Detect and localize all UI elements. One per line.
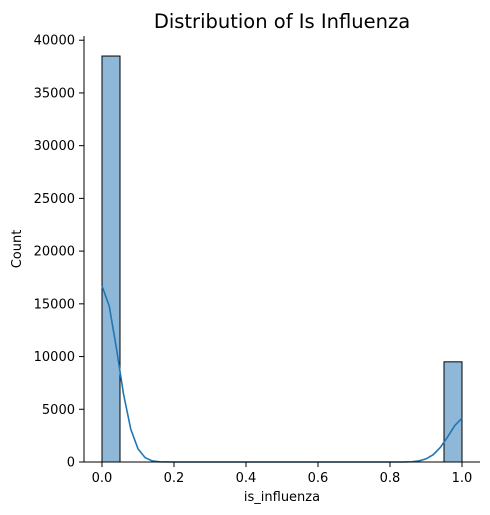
x-tick-label: 0.0 bbox=[92, 471, 113, 486]
y-tick-label: 30000 bbox=[34, 139, 75, 154]
y-tick-label: 15000 bbox=[34, 297, 75, 312]
histogram-bar-1 bbox=[443, 361, 463, 463]
y-axis-ticks: 0 5000 10000 15000 20000 25000 30000 35000 40000 bbox=[34, 34, 84, 471]
y-tick-label: 10000 bbox=[34, 350, 75, 365]
x-tick-label: 0.6 bbox=[308, 471, 329, 486]
chart-title: Distribution of Is Influenza bbox=[154, 10, 410, 33]
histogram-bar-0 bbox=[101, 55, 121, 463]
x-tick-label: 0.8 bbox=[380, 471, 401, 486]
x-tick-label: 0.2 bbox=[164, 471, 185, 486]
kde-group bbox=[101, 285, 463, 463]
kde-line bbox=[101, 285, 463, 463]
y-tick-label: 20000 bbox=[34, 245, 75, 260]
y-tick-label: 40000 bbox=[34, 34, 75, 49]
y-tick-label: 25000 bbox=[34, 192, 75, 207]
y-axis-label: Count bbox=[10, 230, 25, 269]
x-tick-label: 0.4 bbox=[236, 471, 257, 486]
x-tick-label: 1.0 bbox=[452, 471, 473, 486]
y-tick-label: 5000 bbox=[42, 403, 75, 418]
y-tick-label: 35000 bbox=[34, 86, 75, 101]
bars-group bbox=[101, 55, 463, 463]
y-tick-label: 0 bbox=[67, 456, 75, 471]
x-axis-ticks: 0.0 0.2 0.4 0.6 0.8 1.0 bbox=[92, 462, 473, 486]
x-axis-label: is_influenza bbox=[244, 490, 320, 505]
